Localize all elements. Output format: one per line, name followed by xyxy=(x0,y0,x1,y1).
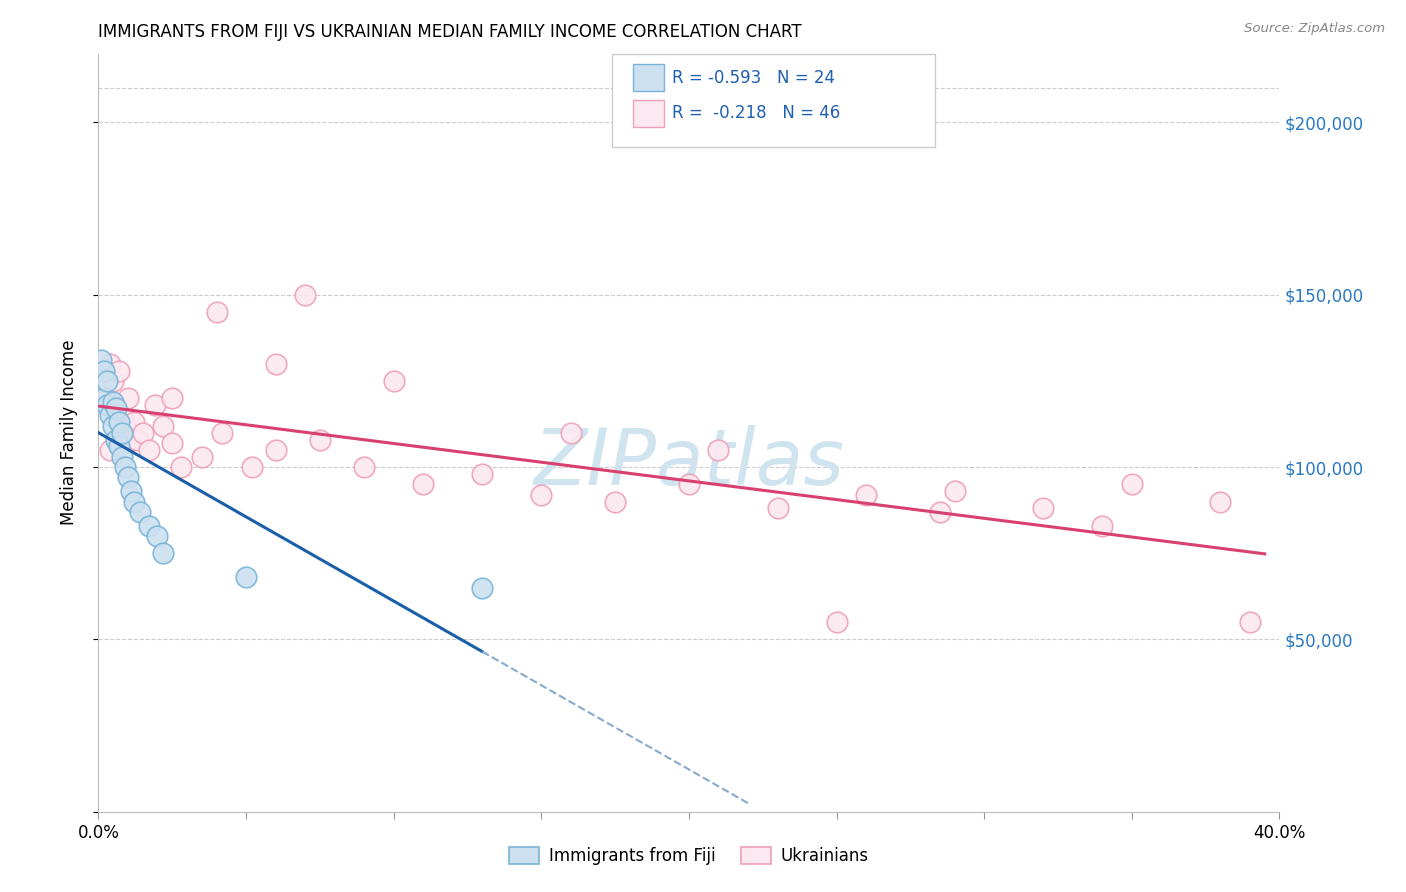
Point xyxy=(105,433,128,447)
Y-axis label: Median Family Income: Median Family Income xyxy=(59,340,77,525)
Point xyxy=(205,305,228,319)
Text: R =  -0.218   N = 46: R = -0.218 N = 46 xyxy=(672,104,841,122)
Point xyxy=(98,357,121,371)
Point xyxy=(120,484,142,499)
Point xyxy=(1239,615,1261,630)
Point xyxy=(132,425,155,440)
Point xyxy=(152,546,174,560)
Point xyxy=(105,401,128,416)
Point xyxy=(143,398,166,412)
Point xyxy=(170,460,193,475)
Point xyxy=(264,357,287,371)
Point xyxy=(605,494,627,508)
Point xyxy=(114,418,136,433)
Point xyxy=(138,518,160,533)
Point xyxy=(146,529,169,543)
Point xyxy=(825,615,848,630)
Point xyxy=(96,398,118,412)
Point xyxy=(1091,518,1114,533)
Point xyxy=(1209,494,1232,508)
Point xyxy=(530,488,553,502)
Point xyxy=(1121,477,1143,491)
Point xyxy=(264,442,287,457)
Point xyxy=(766,501,789,516)
Point xyxy=(382,374,405,388)
Point xyxy=(98,409,121,423)
Point xyxy=(471,581,494,595)
Point xyxy=(471,467,494,481)
Point xyxy=(98,442,121,457)
Point xyxy=(122,415,145,429)
Point xyxy=(152,418,174,433)
Point xyxy=(1032,501,1054,516)
Point xyxy=(412,477,434,491)
Point xyxy=(294,287,316,301)
Point xyxy=(103,394,125,409)
Point xyxy=(125,433,148,447)
Text: Source: ZipAtlas.com: Source: ZipAtlas.com xyxy=(1244,22,1385,36)
Point xyxy=(309,433,332,447)
Point xyxy=(103,374,125,388)
Point xyxy=(122,494,145,508)
Point xyxy=(108,439,131,453)
Point xyxy=(90,353,112,368)
Point xyxy=(235,570,257,584)
Text: R = -0.593   N = 24: R = -0.593 N = 24 xyxy=(672,69,835,87)
Point xyxy=(120,433,142,447)
Point xyxy=(353,460,375,475)
Point xyxy=(162,436,183,450)
Text: ZIPatlas: ZIPatlas xyxy=(533,425,845,501)
Point xyxy=(929,505,952,519)
Point xyxy=(138,442,160,457)
Point xyxy=(162,391,183,405)
Point xyxy=(560,425,582,440)
Point xyxy=(105,398,128,412)
Point xyxy=(191,450,214,464)
Point xyxy=(678,477,700,491)
Point xyxy=(96,391,118,405)
Point xyxy=(93,391,115,405)
Point xyxy=(103,418,125,433)
Text: IMMIGRANTS FROM FIJI VS UKRAINIAN MEDIAN FAMILY INCOME CORRELATION CHART: IMMIGRANTS FROM FIJI VS UKRAINIAN MEDIAN… xyxy=(98,23,801,41)
Point xyxy=(117,391,139,405)
Point xyxy=(211,425,233,440)
Point xyxy=(111,450,134,464)
Point xyxy=(707,442,730,457)
Point xyxy=(108,363,131,377)
Point xyxy=(943,484,966,499)
Point xyxy=(114,460,136,475)
Point xyxy=(96,374,118,388)
Point xyxy=(93,363,115,377)
Point xyxy=(111,425,134,440)
Point xyxy=(240,460,263,475)
Point xyxy=(855,488,877,502)
Point xyxy=(117,470,139,484)
Point xyxy=(111,409,134,423)
Legend: Immigrants from Fiji, Ukrainians: Immigrants from Fiji, Ukrainians xyxy=(502,840,876,871)
Point xyxy=(108,415,131,429)
Point xyxy=(128,505,150,519)
